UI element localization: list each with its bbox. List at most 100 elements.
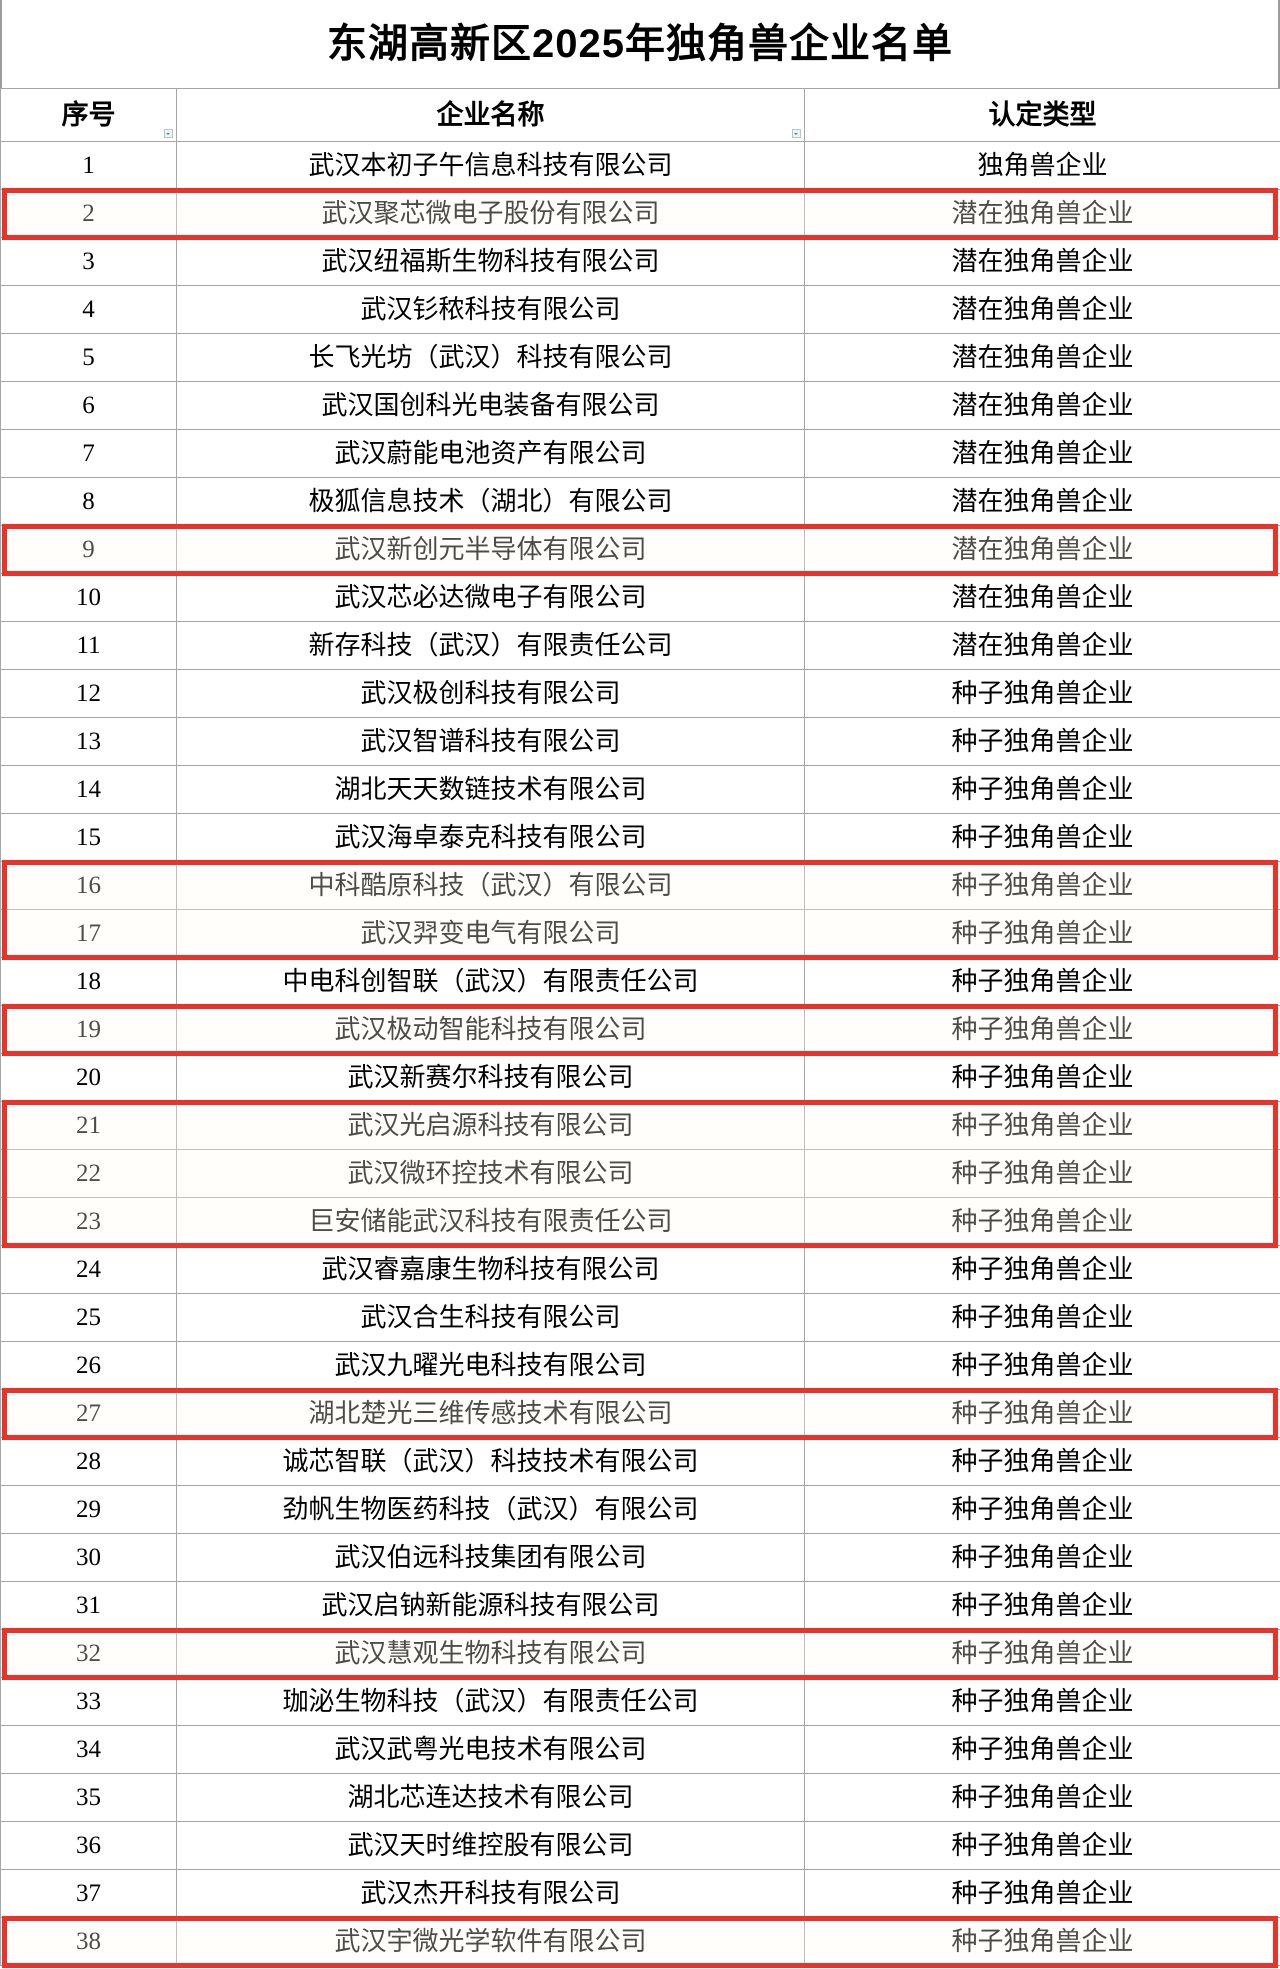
table-row[interactable]: 15 武汉海卓泰克科技有限公司 种子独角兽企业: [0, 813, 1280, 862]
cell-index[interactable]: 3: [0, 237, 177, 286]
table-row[interactable]: 36 武汉天时维控股有限公司 种子独角兽企业: [0, 1821, 1280, 1870]
table-row[interactable]: 30 武汉伯远科技集团有限公司 种子独角兽企业: [0, 1533, 1280, 1582]
cell-company-name[interactable]: 长飞光坊（武汉）科技有限公司: [176, 333, 805, 382]
cell-index[interactable]: 29: [0, 1485, 177, 1534]
cell-certification-type[interactable]: 种子独角兽企业: [804, 909, 1280, 958]
table-row[interactable]: 13 武汉智谱科技有限公司 种子独角兽企业: [0, 717, 1280, 766]
cell-company-name[interactable]: 极狐信息技术（湖北）有限公司: [176, 477, 805, 526]
cell-company-name[interactable]: 武汉极创科技有限公司: [176, 669, 805, 718]
cell-certification-type[interactable]: 种子独角兽企业: [804, 1581, 1280, 1630]
table-row[interactable]: 1 武汉本初子午信息科技有限公司 独角兽企业: [0, 141, 1280, 190]
cell-company-name[interactable]: 新存科技（武汉）有限责任公司: [176, 621, 805, 670]
cell-company-name[interactable]: 湖北楚光三维传感技术有限公司: [176, 1389, 805, 1438]
table-row[interactable]: 37 武汉杰开科技有限公司 种子独角兽企业: [0, 1869, 1280, 1918]
cell-company-name[interactable]: 中电科创智联（武汉）有限责任公司: [176, 957, 805, 1006]
cell-index[interactable]: 20: [0, 1053, 177, 1102]
cell-certification-type[interactable]: 种子独角兽企业: [804, 813, 1280, 862]
cell-certification-type[interactable]: 种子独角兽企业: [804, 1677, 1280, 1726]
cell-certification-type[interactable]: 潜在独角兽企业: [804, 285, 1280, 334]
cell-certification-type[interactable]: 种子独角兽企业: [804, 1533, 1280, 1582]
table-row[interactable]: 3 武汉纽福斯生物科技有限公司 潜在独角兽企业: [0, 237, 1280, 286]
cell-company-name[interactable]: 诚芯智联（武汉）科技技术有限公司: [176, 1437, 805, 1486]
cell-index[interactable]: 10: [0, 573, 177, 622]
cell-certification-type[interactable]: 种子独角兽企业: [804, 1485, 1280, 1534]
cell-company-name[interactable]: 武汉启钠新能源科技有限公司: [176, 1581, 805, 1630]
table-row[interactable]: 19 武汉极动智能科技有限公司 种子独角兽企业: [0, 1005, 1280, 1054]
cell-certification-type[interactable]: 种子独角兽企业: [804, 765, 1280, 814]
table-row[interactable]: 8 极狐信息技术（湖北）有限公司 潜在独角兽企业: [0, 477, 1280, 526]
cell-certification-type[interactable]: 潜在独角兽企业: [804, 477, 1280, 526]
cell-certification-type[interactable]: 潜在独角兽企业: [804, 573, 1280, 622]
cell-certification-type[interactable]: 潜在独角兽企业: [804, 429, 1280, 478]
cell-index[interactable]: 7: [0, 429, 177, 478]
table-row[interactable]: 25 武汉合生科技有限公司 种子独角兽企业: [0, 1293, 1280, 1342]
cell-company-name[interactable]: 武汉芯必达微电子有限公司: [176, 573, 805, 622]
cell-index[interactable]: 26: [0, 1341, 177, 1390]
table-row[interactable]: 4 武汉钐秾科技有限公司 潜在独角兽企业: [0, 285, 1280, 334]
cell-index[interactable]: 30: [0, 1533, 177, 1582]
cell-company-name[interactable]: 武汉微环控技术有限公司: [176, 1149, 805, 1198]
cell-index[interactable]: 37: [0, 1869, 177, 1918]
cell-index[interactable]: 28: [0, 1437, 177, 1486]
cell-certification-type[interactable]: 独角兽企业: [804, 141, 1280, 190]
table-row[interactable]: 27 湖北楚光三维传感技术有限公司 种子独角兽企业: [0, 1389, 1280, 1438]
cell-company-name[interactable]: 武汉蔚能电池资产有限公司: [176, 429, 805, 478]
cell-company-name[interactable]: 湖北芯连达技术有限公司: [176, 1773, 805, 1822]
table-row[interactable]: 35 湖北芯连达技术有限公司 种子独角兽企业: [0, 1773, 1280, 1822]
table-row[interactable]: 6 武汉国创科光电装备有限公司 潜在独角兽企业: [0, 381, 1280, 430]
cell-certification-type[interactable]: 种子独角兽企业: [804, 1869, 1280, 1918]
table-row[interactable]: 29 劲帆生物医药科技（武汉）有限公司 种子独角兽企业: [0, 1485, 1280, 1534]
cell-company-name[interactable]: 武汉合生科技有限公司: [176, 1293, 805, 1342]
table-row[interactable]: 21 武汉光启源科技有限公司 种子独角兽企业: [0, 1101, 1280, 1150]
cell-company-name[interactable]: 武汉光启源科技有限公司: [176, 1101, 805, 1150]
cell-index[interactable]: 11: [0, 621, 177, 670]
cell-company-name[interactable]: 珈泌生物科技（武汉）有限责任公司: [176, 1677, 805, 1726]
cell-index[interactable]: 36: [0, 1821, 177, 1870]
cell-company-name[interactable]: 武汉伯远科技集团有限公司: [176, 1533, 805, 1582]
cell-certification-type[interactable]: 种子独角兽企业: [804, 1437, 1280, 1486]
table-row[interactable]: 34 武汉武粤光电技术有限公司 种子独角兽企业: [0, 1725, 1280, 1774]
cell-index[interactable]: 33: [0, 1677, 177, 1726]
cell-company-name[interactable]: 武汉杰开科技有限公司: [176, 1869, 805, 1918]
cell-index[interactable]: 18: [0, 957, 177, 1006]
cell-index[interactable]: 15: [0, 813, 177, 862]
cell-certification-type[interactable]: 种子独角兽企业: [804, 1101, 1280, 1150]
cell-index[interactable]: 23: [0, 1197, 177, 1246]
cell-index[interactable]: 5: [0, 333, 177, 382]
filter-dropdown-icon[interactable]: [792, 129, 801, 138]
cell-certification-type[interactable]: 潜在独角兽企业: [804, 189, 1280, 238]
cell-certification-type[interactable]: 种子独角兽企业: [804, 1389, 1280, 1438]
cell-certification-type[interactable]: 种子独角兽企业: [804, 1917, 1280, 1966]
cell-certification-type[interactable]: 潜在独角兽企业: [804, 381, 1280, 430]
cell-company-name[interactable]: 武汉九曜光电科技有限公司: [176, 1341, 805, 1390]
table-row[interactable]: 17 武汉羿变电气有限公司 种子独角兽企业: [0, 909, 1280, 958]
cell-company-name[interactable]: 劲帆生物医药科技（武汉）有限公司: [176, 1485, 805, 1534]
cell-certification-type[interactable]: 种子独角兽企业: [804, 1005, 1280, 1054]
cell-index[interactable]: 22: [0, 1149, 177, 1198]
table-row[interactable]: 24 武汉睿嘉康生物科技有限公司 种子独角兽企业: [0, 1245, 1280, 1294]
cell-index[interactable]: 21: [0, 1101, 177, 1150]
cell-company-name[interactable]: 武汉天时维控股有限公司: [176, 1821, 805, 1870]
table-row[interactable]: 32 武汉慧观生物科技有限公司 种子独角兽企业: [0, 1629, 1280, 1678]
cell-index[interactable]: 13: [0, 717, 177, 766]
cell-certification-type[interactable]: 种子独角兽企业: [804, 1725, 1280, 1774]
column-header-type[interactable]: 认定类型: [804, 88, 1280, 142]
cell-company-name[interactable]: 中科酷原科技（武汉）有限公司: [176, 861, 805, 910]
cell-index[interactable]: 12: [0, 669, 177, 718]
table-row[interactable]: 33 珈泌生物科技（武汉）有限责任公司 种子独角兽企业: [0, 1677, 1280, 1726]
cell-company-name[interactable]: 巨安储能武汉科技有限责任公司: [176, 1197, 805, 1246]
cell-certification-type[interactable]: 种子独角兽企业: [804, 1341, 1280, 1390]
cell-index[interactable]: 17: [0, 909, 177, 958]
cell-certification-type[interactable]: 种子独角兽企业: [804, 1197, 1280, 1246]
table-row[interactable]: 12 武汉极创科技有限公司 种子独角兽企业: [0, 669, 1280, 718]
cell-company-name[interactable]: 武汉纽福斯生物科技有限公司: [176, 237, 805, 286]
cell-certification-type[interactable]: 种子独角兽企业: [804, 1821, 1280, 1870]
cell-certification-type[interactable]: 种子独角兽企业: [804, 717, 1280, 766]
table-row[interactable]: 5 长飞光坊（武汉）科技有限公司 潜在独角兽企业: [0, 333, 1280, 382]
cell-index[interactable]: 32: [0, 1629, 177, 1678]
cell-company-name[interactable]: 武汉宇微光学软件有限公司: [176, 1917, 805, 1966]
cell-index[interactable]: 38: [0, 1917, 177, 1966]
cell-index[interactable]: 16: [0, 861, 177, 910]
table-row[interactable]: 18 中电科创智联（武汉）有限责任公司 种子独角兽企业: [0, 957, 1280, 1006]
cell-index[interactable]: 8: [0, 477, 177, 526]
